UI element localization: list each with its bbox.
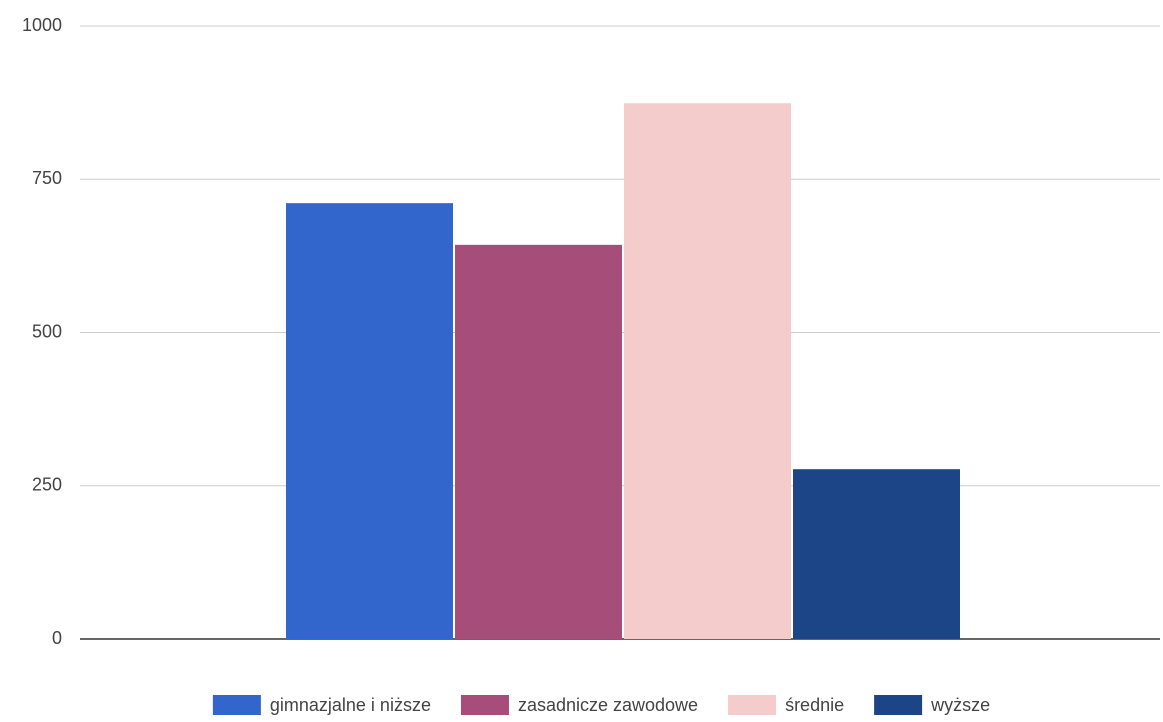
legend-label: wyższe [930,695,990,715]
legend-label: zasadnicze zawodowe [518,695,698,715]
legend-label: gimnazjalne i niższe [270,695,431,715]
bar [624,103,791,640]
bar [455,244,622,639]
legend-swatch [874,695,923,715]
legend-swatch [212,695,261,715]
legend-swatch [460,695,509,715]
y-tick-label: 750 [32,168,62,188]
y-tick-label: 1000 [22,15,62,35]
legend-label: średnie [785,695,844,715]
bar [286,203,453,640]
legend-swatch [728,695,777,715]
y-tick-label: 0 [52,628,62,648]
y-tick-label: 500 [32,321,62,341]
bar [793,469,960,639]
y-tick-label: 250 [32,475,62,495]
